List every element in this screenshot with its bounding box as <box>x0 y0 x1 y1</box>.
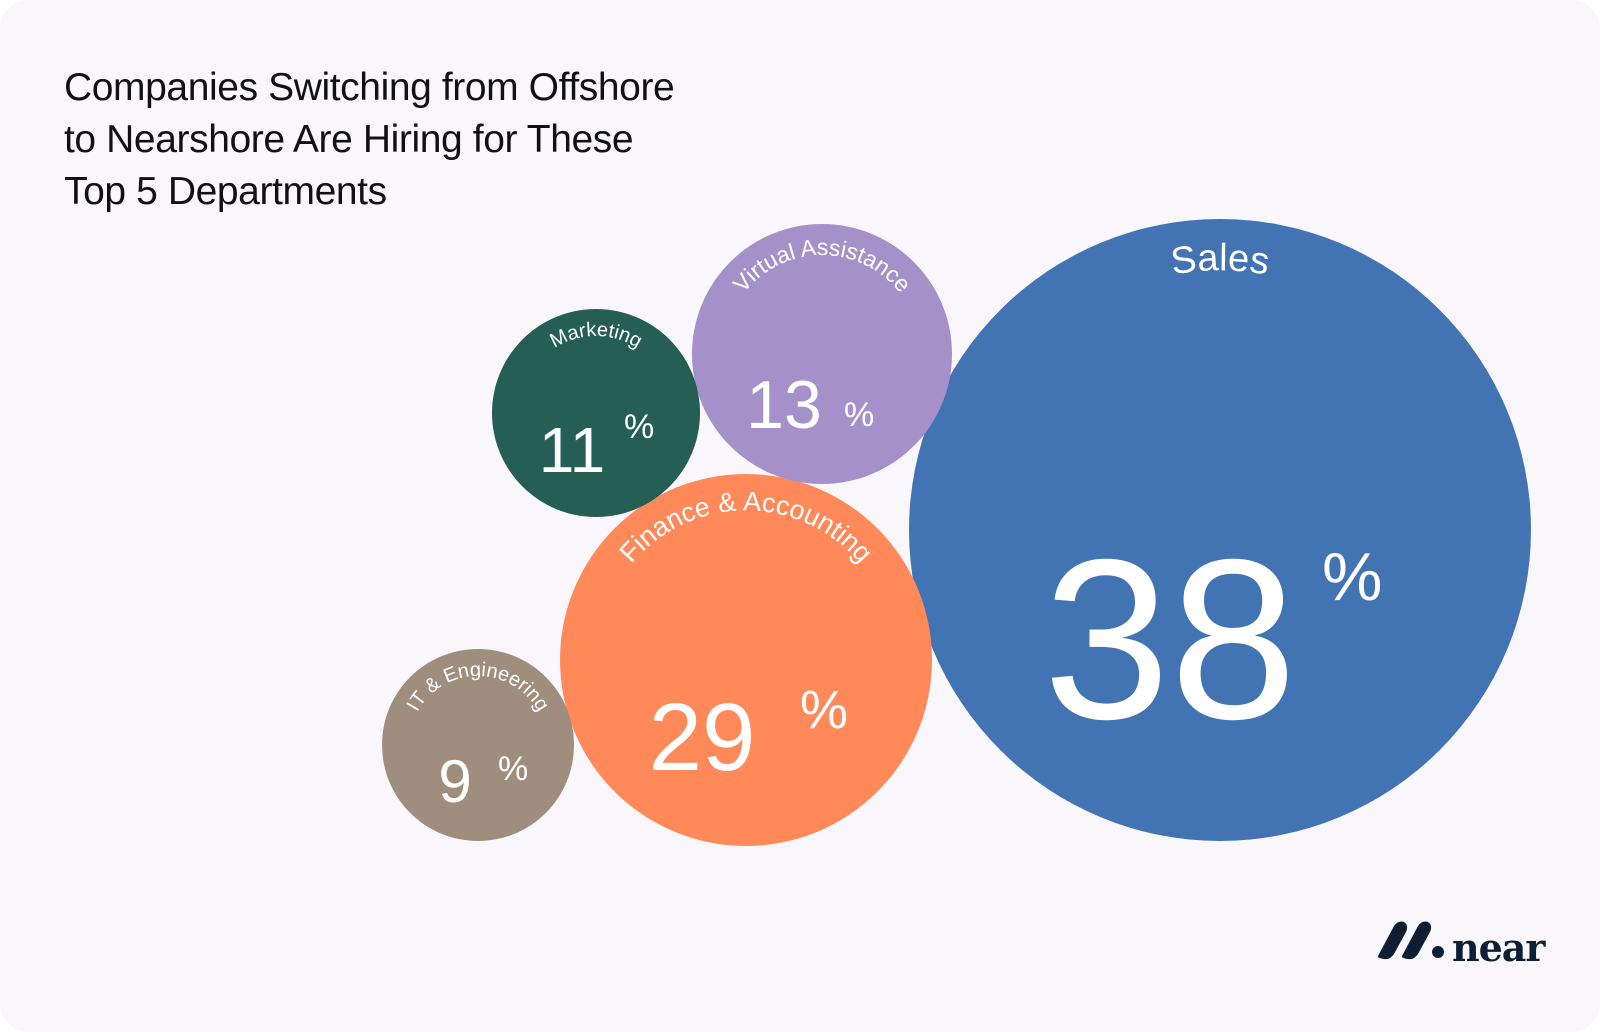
title-line: Top 5 Departments <box>64 170 387 213</box>
bubble-value: 9 <box>438 748 471 815</box>
bubble-value: 38 <box>1043 513 1297 767</box>
chart-title: Companies Switching from Offshore to Nea… <box>64 62 744 218</box>
title-line: to Nearshore Are Hiring for These <box>64 118 634 161</box>
bubble-circle <box>560 474 932 846</box>
near-logo-icon <box>1377 921 1444 960</box>
bubble-value: 11 <box>539 414 605 486</box>
bubble-circle <box>692 224 952 484</box>
bubble-value: 13 <box>746 367 822 443</box>
bubble-circle <box>492 309 700 517</box>
bubble-circle <box>909 219 1531 841</box>
bubble-unit: % <box>498 750 528 788</box>
bubble-value: 29 <box>649 684 756 791</box>
bubble-label: Sales <box>1168 237 1272 283</box>
bubble-unit: % <box>624 408 654 446</box>
bubble-unit: % <box>800 680 848 740</box>
bubble-unit: % <box>1322 539 1382 615</box>
logo-wordmark: near <box>1452 925 1545 970</box>
title-line: Companies Switching from Offshore <box>64 66 675 109</box>
bubble-sales: Sales 38% <box>909 219 1531 841</box>
bubble-circle <box>382 649 574 841</box>
bubble-unit: % <box>844 396 874 434</box>
